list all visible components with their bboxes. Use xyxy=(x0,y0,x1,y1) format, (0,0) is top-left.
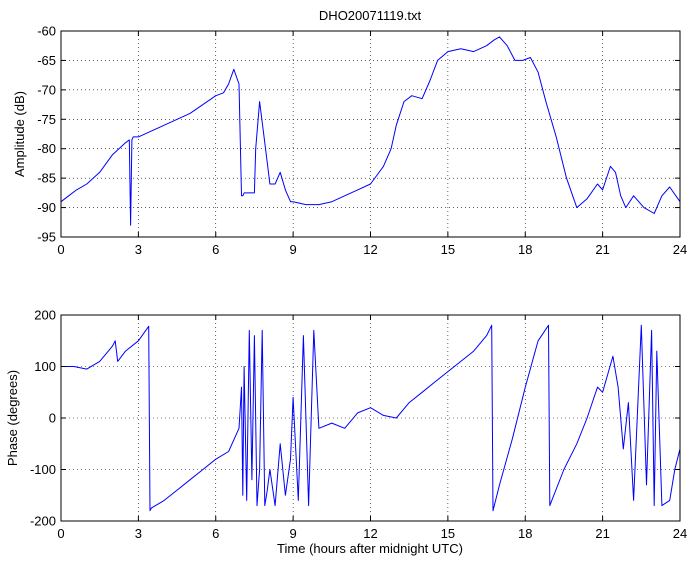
amplitude-x-tick-label: 6 xyxy=(212,242,219,257)
phase-x-tick-label: 3 xyxy=(135,526,142,541)
phase-x-tick-label: 15 xyxy=(441,526,455,541)
amplitude-x-tick-label: 0 xyxy=(57,242,64,257)
phase-ticks: 0 3 6 9 12 15 18 21 24 -200 -100 0 100 200 xyxy=(30,308,687,542)
phase-y-tick-label: 0 xyxy=(49,411,56,426)
amplitude-y-tick-label: -90 xyxy=(37,200,56,215)
phase-xlabel: Time (hours after midnight UTC) xyxy=(277,541,463,556)
phase-y-tick-label: -200 xyxy=(30,514,56,529)
amplitude-x-tick-label: 21 xyxy=(595,242,609,257)
amplitude-y-tick-label: -75 xyxy=(37,112,56,127)
amplitude-title: DHO20071119.txt xyxy=(319,8,422,23)
amplitude-y-tick-label: -95 xyxy=(37,230,56,245)
phase-ylabel: Phase (degrees) xyxy=(5,370,20,466)
amplitude-ticks: 0 3 6 9 12 15 18 21 24 -95 -90 -85 -80 -75 -70 -65 -60 xyxy=(37,24,687,258)
amplitude-series-line xyxy=(60,36,681,226)
phase-x-tick-label: 0 xyxy=(57,526,64,541)
phase-x-tick-label: 12 xyxy=(363,526,377,541)
phase-series-line xyxy=(61,324,681,512)
amplitude-x-tick-label: 24 xyxy=(673,242,687,257)
amplitude-subplot: 0 3 6 9 12 15 18 21 24 -95 -90 -85 -80 -75 -70 -65 -60 D… xyxy=(12,8,687,257)
amplitude-ylabel: Amplitude (dB) xyxy=(12,91,27,177)
amplitude-plot-area xyxy=(61,31,680,237)
phase-x-tick-label: 18 xyxy=(518,526,532,541)
phase-y-tick-label: 100 xyxy=(34,359,56,374)
amplitude-x-tick-label: 18 xyxy=(518,242,532,257)
amplitude-y-tick-label: -70 xyxy=(37,82,56,97)
phase-x-tick-label: 21 xyxy=(595,526,609,541)
amplitude-y-tick-label: -65 xyxy=(37,53,56,68)
phase-plot-area xyxy=(61,315,680,521)
phase-subplot: 0 3 6 9 12 15 18 21 24 -200 -100 0 100 200 Phase (deg… xyxy=(5,308,687,557)
amplitude-x-tick-label: 12 xyxy=(363,242,377,257)
amplitude-y-tick-label: -60 xyxy=(37,24,56,39)
phase-y-tick-label: 200 xyxy=(34,308,56,323)
phase-x-tick-label: 6 xyxy=(212,526,219,541)
phase-series xyxy=(61,324,681,512)
amplitude-y-tick-label: -80 xyxy=(37,141,56,156)
amplitude-series xyxy=(60,36,681,226)
amplitude-x-tick-label: 3 xyxy=(135,242,142,257)
phase-x-tick-label: 24 xyxy=(673,526,687,541)
amplitude-x-tick-label: 9 xyxy=(290,242,297,257)
amplitude-x-tick-label: 15 xyxy=(441,242,455,257)
phase-y-tick-label: -100 xyxy=(30,462,56,477)
amplitude-y-tick-label: -85 xyxy=(37,171,56,186)
phase-x-tick-label: 9 xyxy=(290,526,297,541)
